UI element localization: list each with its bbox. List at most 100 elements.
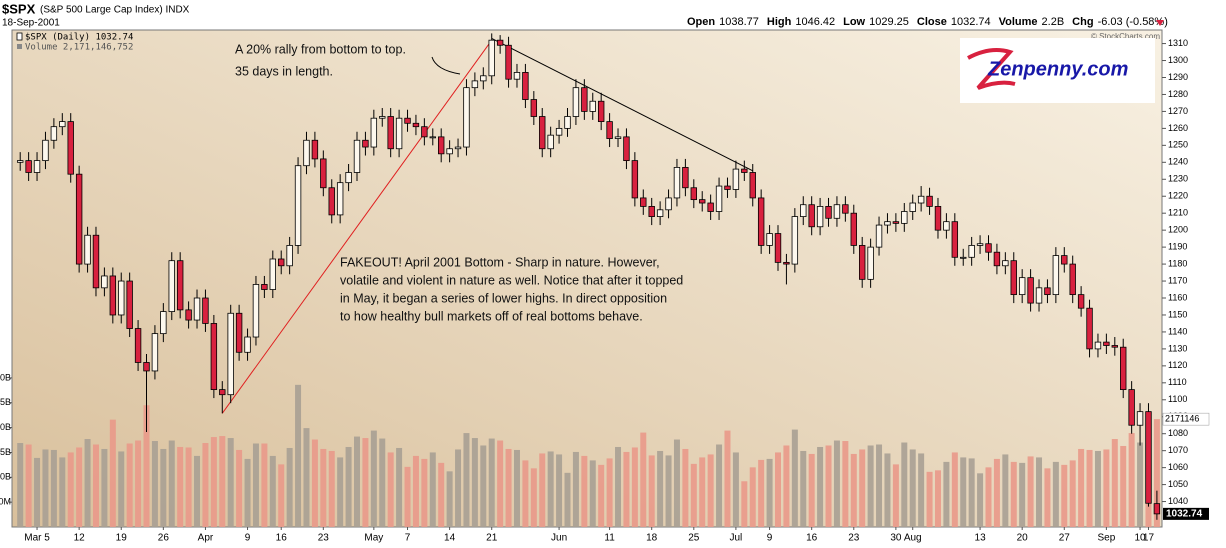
last-price-tag	[1163, 507, 1209, 520]
volume-bar	[135, 440, 142, 527]
volume-bar	[909, 449, 916, 527]
volume-bar	[833, 440, 840, 527]
candle-body	[934, 206, 942, 231]
candle-body	[345, 172, 352, 184]
x-tick-label: 25	[688, 533, 700, 544]
candle-body	[665, 197, 672, 211]
candle-body	[985, 243, 992, 253]
quote-label: Volume	[999, 16, 1038, 28]
annotation: volatile and violent in nature as well. …	[340, 273, 683, 287]
quote-label: Close	[917, 16, 947, 28]
annotation: to how healthy bull markets off of real …	[340, 309, 643, 323]
candle-body	[412, 122, 420, 128]
candle-body	[766, 233, 773, 246]
x-tick-label: 14	[444, 533, 456, 544]
candle-body	[690, 187, 697, 201]
candle-body	[589, 100, 596, 112]
y-tick-label: 1100	[1168, 394, 1187, 404]
candle-body	[1111, 345, 1118, 348]
candle-body	[875, 224, 883, 248]
volume-bar	[572, 451, 579, 527]
volume-bar	[286, 447, 293, 527]
y-tick-label: 1210	[1168, 208, 1188, 218]
volume-bar	[867, 445, 874, 527]
volume-bar	[362, 438, 369, 527]
candle-body	[437, 136, 445, 155]
candle-body	[67, 121, 74, 175]
candle-body	[404, 117, 411, 124]
volume-bar	[1002, 454, 1009, 527]
x-tick-label: Jul	[730, 533, 743, 544]
candle-body	[522, 72, 529, 100]
legend-price: $SPX (Daily) 1032.74	[25, 33, 133, 43]
y-tick-label: 1180	[1168, 258, 1187, 268]
candle-body	[143, 362, 150, 372]
x-tick-label: May	[364, 533, 383, 544]
volume-bar	[640, 432, 647, 527]
volume-bar	[968, 458, 975, 527]
x-tick-label: 7	[405, 533, 411, 544]
volume-bar	[606, 458, 613, 527]
candle-body	[757, 197, 765, 246]
candle-body	[176, 260, 184, 311]
volume-bar	[295, 384, 302, 527]
x-tick-label: 23	[318, 533, 330, 544]
volume-bar	[109, 419, 116, 527]
candle-body	[1052, 255, 1060, 296]
y-tick-label: 1130	[1168, 343, 1187, 353]
candle-body	[168, 260, 175, 312]
candle-body	[33, 160, 41, 173]
quote-bar: Open 1038.77 High 1046.42 Low 1029.25 Close 103…	[687, 16, 1168, 28]
logo: Zenpenny.com	[987, 58, 1128, 80]
x-tick-label: 9	[245, 533, 251, 544]
annotation-arrow	[431, 56, 461, 75]
credit: © StockCharts.com	[1091, 32, 1160, 41]
volume-bar	[1103, 449, 1110, 527]
candle-body	[353, 139, 361, 173]
candle-body	[193, 297, 201, 321]
annotation: A 20% rally from bottom to top.	[235, 42, 406, 56]
candle-body	[488, 39, 495, 77]
volume-bar	[699, 457, 706, 527]
volume-bar	[261, 443, 268, 527]
candle-body	[362, 139, 369, 148]
annotation: in May, it began a series of lower highs…	[340, 291, 667, 305]
candle-body	[311, 139, 319, 160]
volume-bar	[977, 473, 984, 527]
volume-bar	[269, 455, 276, 527]
candle-body	[648, 206, 655, 217]
y-tick-label: 1280	[1168, 89, 1188, 99]
y2-tick-label: 0M	[0, 497, 11, 507]
x-tick-label: 26	[158, 533, 170, 544]
volume-bar	[404, 466, 411, 527]
volume-bar	[219, 436, 226, 527]
candle-body	[859, 245, 866, 280]
volume-bar	[429, 452, 436, 527]
candle-body	[395, 117, 403, 150]
volume-bar	[539, 453, 546, 527]
volume-bar	[817, 446, 824, 527]
candle-body	[185, 309, 192, 321]
candle-body	[993, 251, 1001, 267]
volume-bar	[775, 452, 781, 527]
candle-body	[336, 182, 344, 216]
candle-body	[244, 336, 251, 353]
volume-bar	[724, 430, 731, 527]
candle-body	[539, 116, 546, 150]
volume-bar	[143, 405, 150, 527]
candle-body	[1010, 260, 1017, 296]
volume-bar	[1153, 419, 1160, 527]
candle-body	[901, 211, 908, 224]
candle-body	[572, 87, 580, 117]
volume-bar	[59, 457, 66, 527]
candle-body	[555, 127, 563, 136]
x-tick-label: 16	[276, 533, 288, 544]
candle-body	[783, 261, 790, 265]
candle-body	[160, 311, 167, 335]
volume-bar	[1019, 462, 1026, 527]
volume-bar	[252, 443, 259, 527]
candle-body	[1086, 307, 1093, 350]
candle-body	[75, 173, 83, 265]
quote-value: 1032.74	[951, 16, 991, 28]
volume-bar	[1128, 433, 1135, 527]
